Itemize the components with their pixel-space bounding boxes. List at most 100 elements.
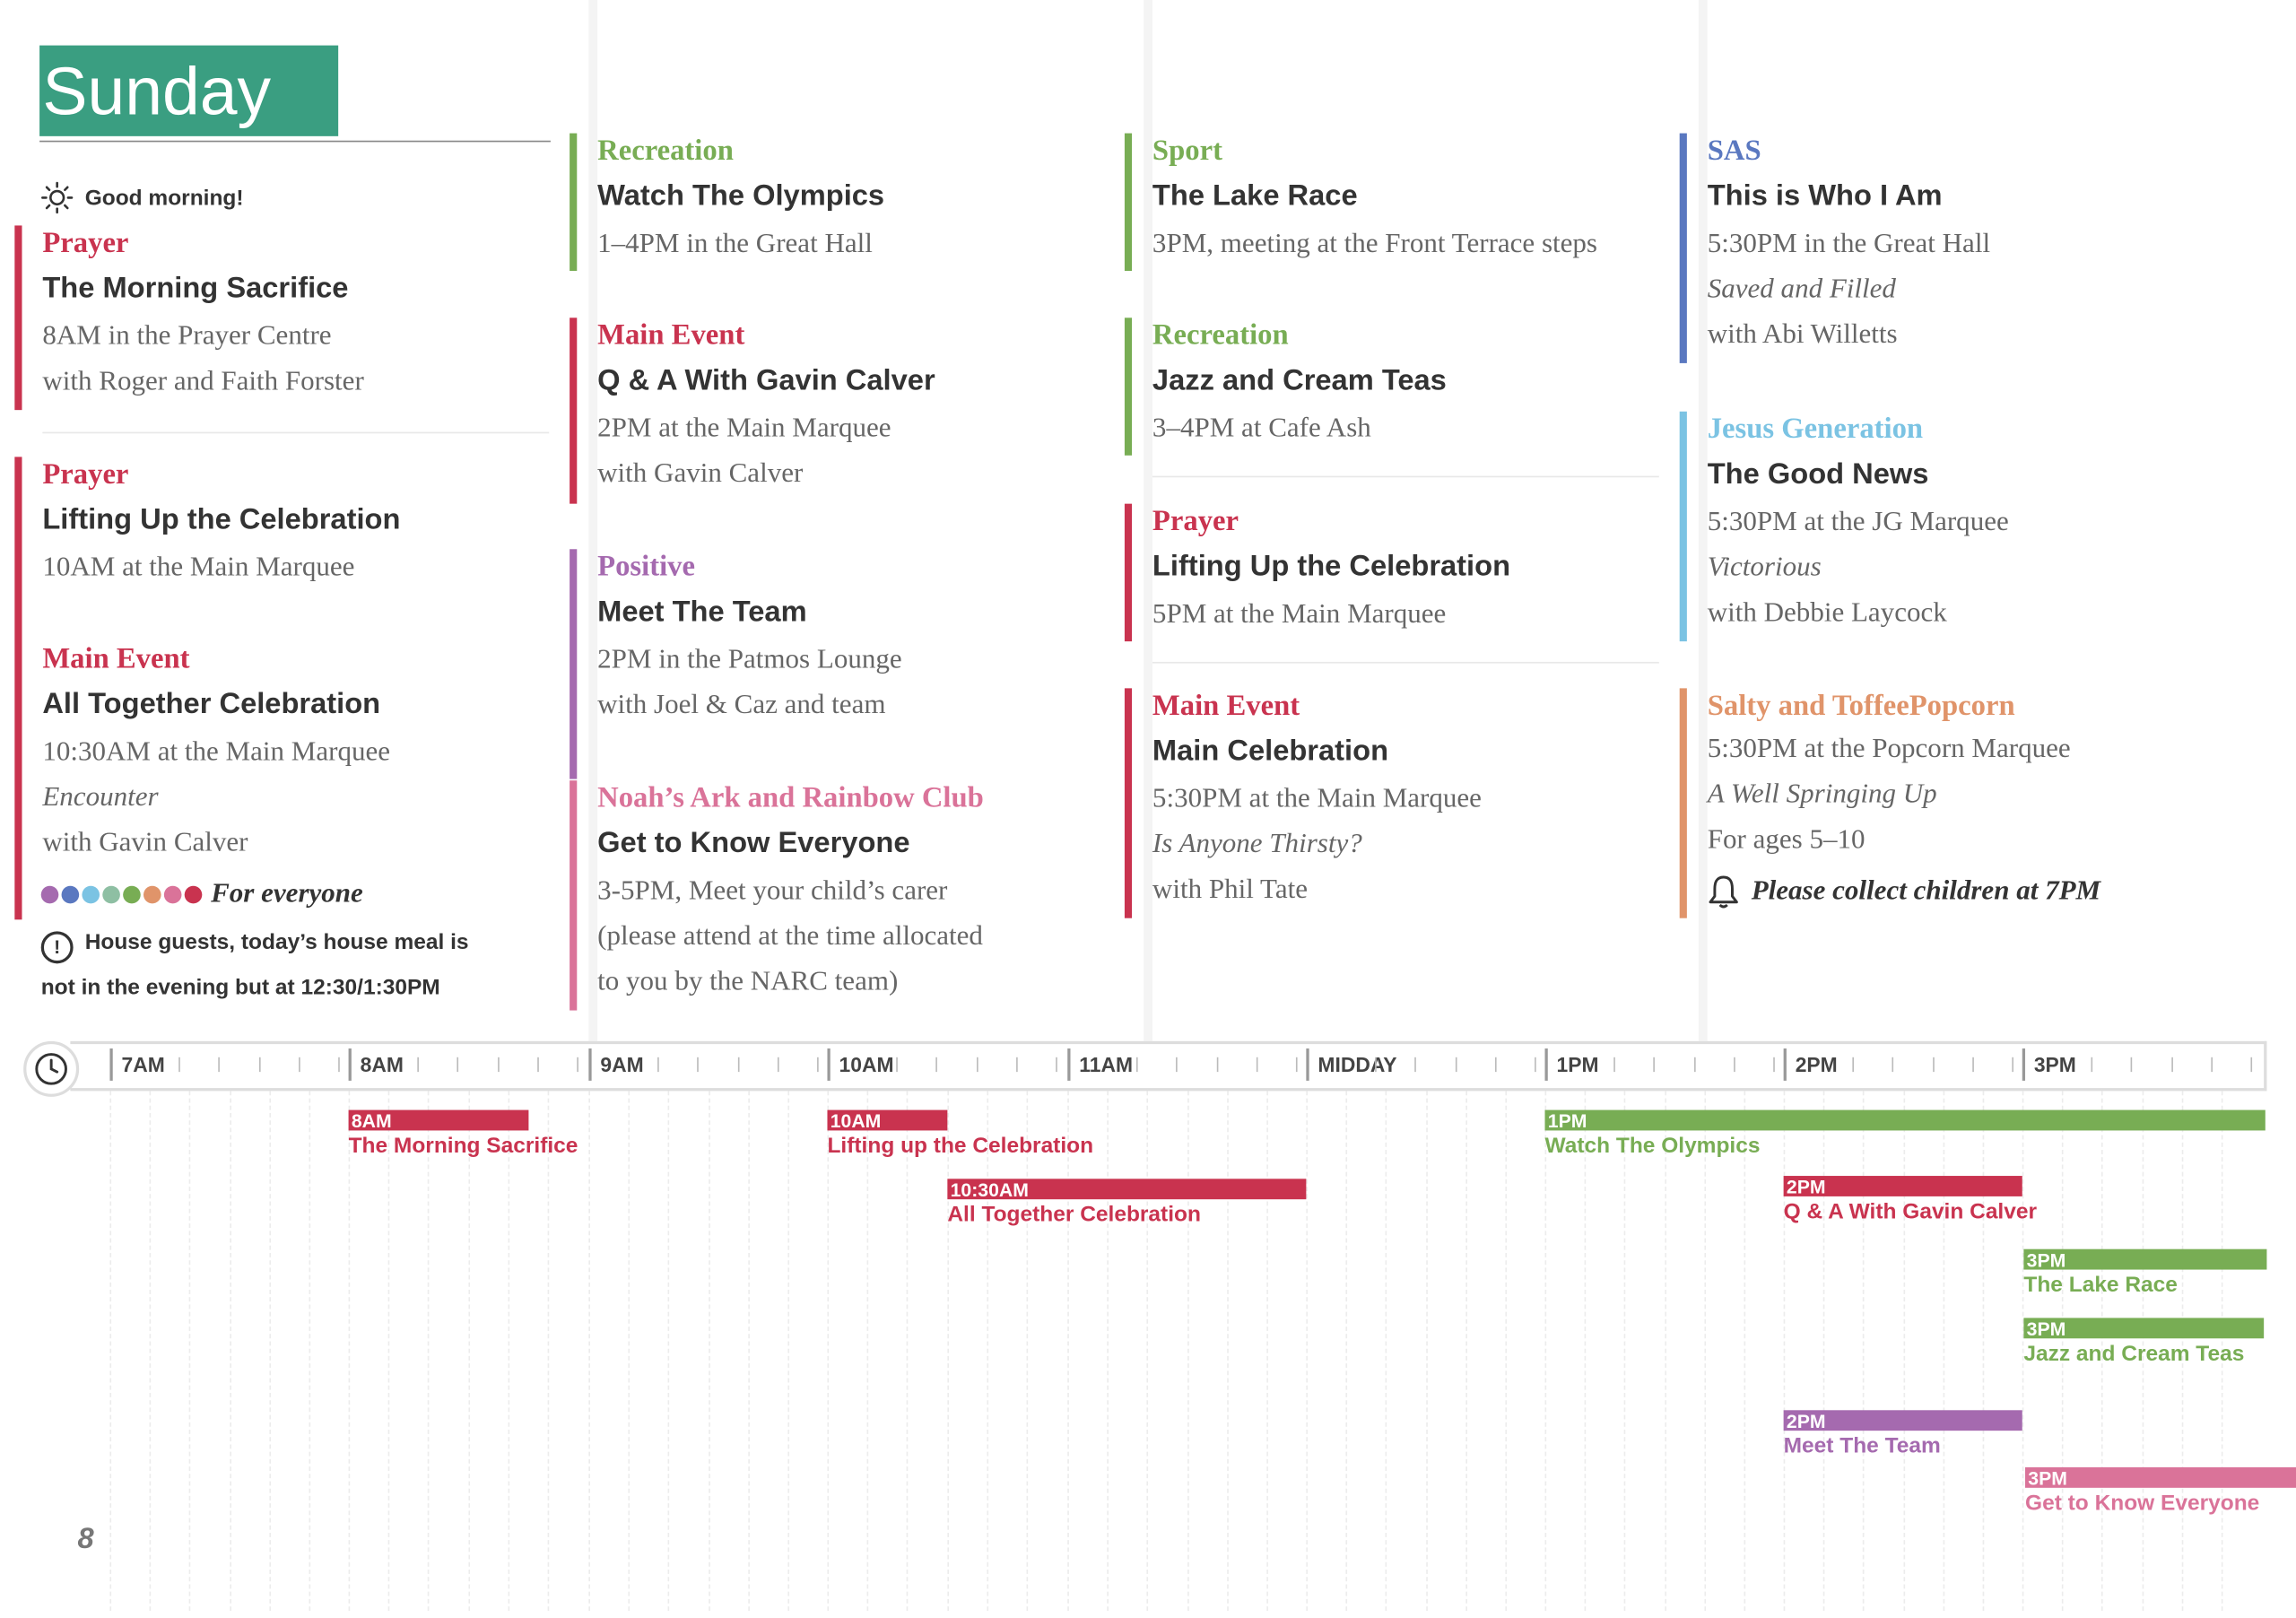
timeline-event-bar: 3PM — [2025, 1466, 2296, 1489]
event-title: Lifting Up the Celebration — [42, 503, 401, 536]
grid-line — [1026, 1091, 1028, 1611]
grid-line — [1306, 1091, 1309, 1611]
event-title: Q & A With Gavin Calver — [597, 364, 935, 397]
event-category: Jesus Generation — [1707, 413, 1924, 446]
event-detail: to you by the NARC team) — [597, 966, 899, 997]
grid-line — [1664, 1091, 1666, 1611]
timeline-tick — [1176, 1057, 1178, 1073]
grid-line — [547, 1091, 549, 1611]
timeline-tick — [1455, 1057, 1457, 1073]
color-dot — [163, 885, 182, 904]
timeline-tick — [1932, 1057, 1934, 1073]
event-host: with Gavin Calver — [597, 458, 804, 490]
category-bar — [570, 318, 578, 504]
grid-line — [1943, 1091, 1944, 1611]
grid-line — [668, 1091, 670, 1611]
timeline-tick — [218, 1057, 221, 1073]
color-dot — [61, 885, 80, 904]
grid-line — [588, 1091, 590, 1611]
grid-line — [1067, 1091, 1069, 1611]
timeline-tick — [657, 1057, 659, 1073]
color-dot — [144, 885, 161, 904]
timeline-event-bar: 10:30AM — [947, 1179, 1307, 1201]
column-separator — [588, 0, 598, 1043]
event-category: Sport — [1152, 135, 1222, 168]
timeline-tick — [497, 1057, 499, 1073]
timeline-event-label: The Lake Race — [2023, 1272, 2178, 1298]
grid-line — [1146, 1091, 1149, 1611]
timeline-tick — [1693, 1057, 1695, 1073]
timeline-tick — [536, 1057, 539, 1073]
timeline-event-bar: 3PM — [2023, 1248, 2267, 1271]
grid-line — [1266, 1091, 1268, 1611]
category-bar — [570, 549, 578, 779]
timeline-tick — [1055, 1057, 1057, 1073]
event-time-place: 1–4PM in the Great Hall — [597, 228, 873, 259]
event-all-together: Main Event All Together Celebration 10:3… — [42, 639, 390, 866]
timeline-tick — [1892, 1057, 1894, 1073]
timeline-tick — [1613, 1057, 1616, 1073]
event-this-is-who-i-am: SAS This is Who I Am 5:30PM in the Great… — [1679, 130, 1990, 363]
event-time-place: 5:30PM at the Main Marquee — [1152, 783, 1482, 814]
timeline-event-bar: 2PM — [1783, 1410, 2022, 1432]
collect-children-notice: Please collect children at 7PM — [1708, 874, 2100, 909]
event-title: The Lake Race — [1152, 179, 1358, 213]
event-title: All Together Celebration — [42, 688, 381, 721]
divider — [1152, 475, 1659, 478]
event-time-place: 10AM at the Main Marquee — [42, 552, 355, 583]
collect-text: Please collect children at 7PM — [1751, 875, 2101, 907]
timeline-event-bar: 8AM — [348, 1109, 529, 1132]
grid-line — [2062, 1091, 2064, 1611]
timeline-axis — [70, 1040, 2267, 1092]
grid-line — [1107, 1091, 1109, 1611]
event-title: Main Celebration — [1152, 735, 1389, 768]
event-jazz-cream-teas: Recreation Jazz and Cream Teas 3–4PM at … — [1124, 315, 1447, 456]
greeting: Good morning! — [41, 181, 244, 214]
grid-line — [1584, 1091, 1587, 1611]
event-category: Positive — [597, 550, 695, 583]
event-theme: A Well Springing Up — [1707, 779, 1937, 810]
category-bar — [570, 780, 578, 1011]
timeline-event-label: Get to Know Everyone — [2025, 1491, 2260, 1516]
timeline-tick — [777, 1057, 779, 1073]
category-bar — [1679, 133, 1687, 363]
grid-line — [2022, 1091, 2024, 1611]
grid-line — [1465, 1091, 1467, 1611]
event-host: with Joel & Caz and team — [597, 690, 886, 721]
event-lifting-up: Prayer Lifting Up the Celebration 10AM a… — [14, 454, 401, 920]
category-bar — [1124, 318, 1133, 456]
event-good-news: Jesus Generation The Good News 5:30PM at… — [1679, 409, 2009, 642]
color-dot — [102, 885, 120, 904]
grid-line — [309, 1091, 310, 1611]
category-bar — [1124, 688, 1133, 918]
timeline-tick — [2210, 1057, 2213, 1073]
color-dot — [184, 885, 203, 904]
timeline-tick — [1215, 1057, 1218, 1073]
timeline-tick — [1852, 1057, 1855, 1073]
timeline-event-label: Lifting up the Celebration — [827, 1133, 1094, 1159]
timeline-tick — [298, 1057, 300, 1073]
timeline-event-label: Q & A With Gavin Calver — [1783, 1199, 2038, 1224]
event-time-place: 2PM in the Patmos Lounge — [597, 644, 902, 675]
timeline-hour-label: 3PM — [2022, 1048, 2076, 1081]
event-host: with Roger and Faith Forster — [42, 366, 364, 397]
grid-line — [2181, 1091, 2183, 1611]
house-guest-notice: ! House guests, today’s house meal is not… — [40, 919, 469, 1010]
event-category: SAS — [1707, 135, 1761, 168]
grid-line — [1783, 1091, 1786, 1611]
event-watch-olympics: Recreation Watch The Olympics 1–4PM in t… — [570, 130, 885, 272]
grid-line — [1425, 1091, 1428, 1611]
timeline-hour-label: 11AM — [1067, 1048, 1133, 1081]
event-category: Main Event — [42, 642, 190, 675]
timeline-tick — [457, 1057, 459, 1073]
timeline-tick — [816, 1057, 819, 1073]
event-category: Main Event — [597, 318, 745, 352]
event-ages: For ages 5–10 — [1707, 824, 1866, 856]
timeline-tick — [2170, 1057, 2173, 1073]
timeline-tick — [1534, 1057, 1536, 1073]
event-category: Recreation — [597, 135, 734, 168]
timeline-tick — [2012, 1057, 2013, 1073]
timeline-tick — [2250, 1057, 2252, 1073]
event-title: Watch The Olympics — [597, 179, 885, 213]
grid-line — [747, 1091, 750, 1611]
